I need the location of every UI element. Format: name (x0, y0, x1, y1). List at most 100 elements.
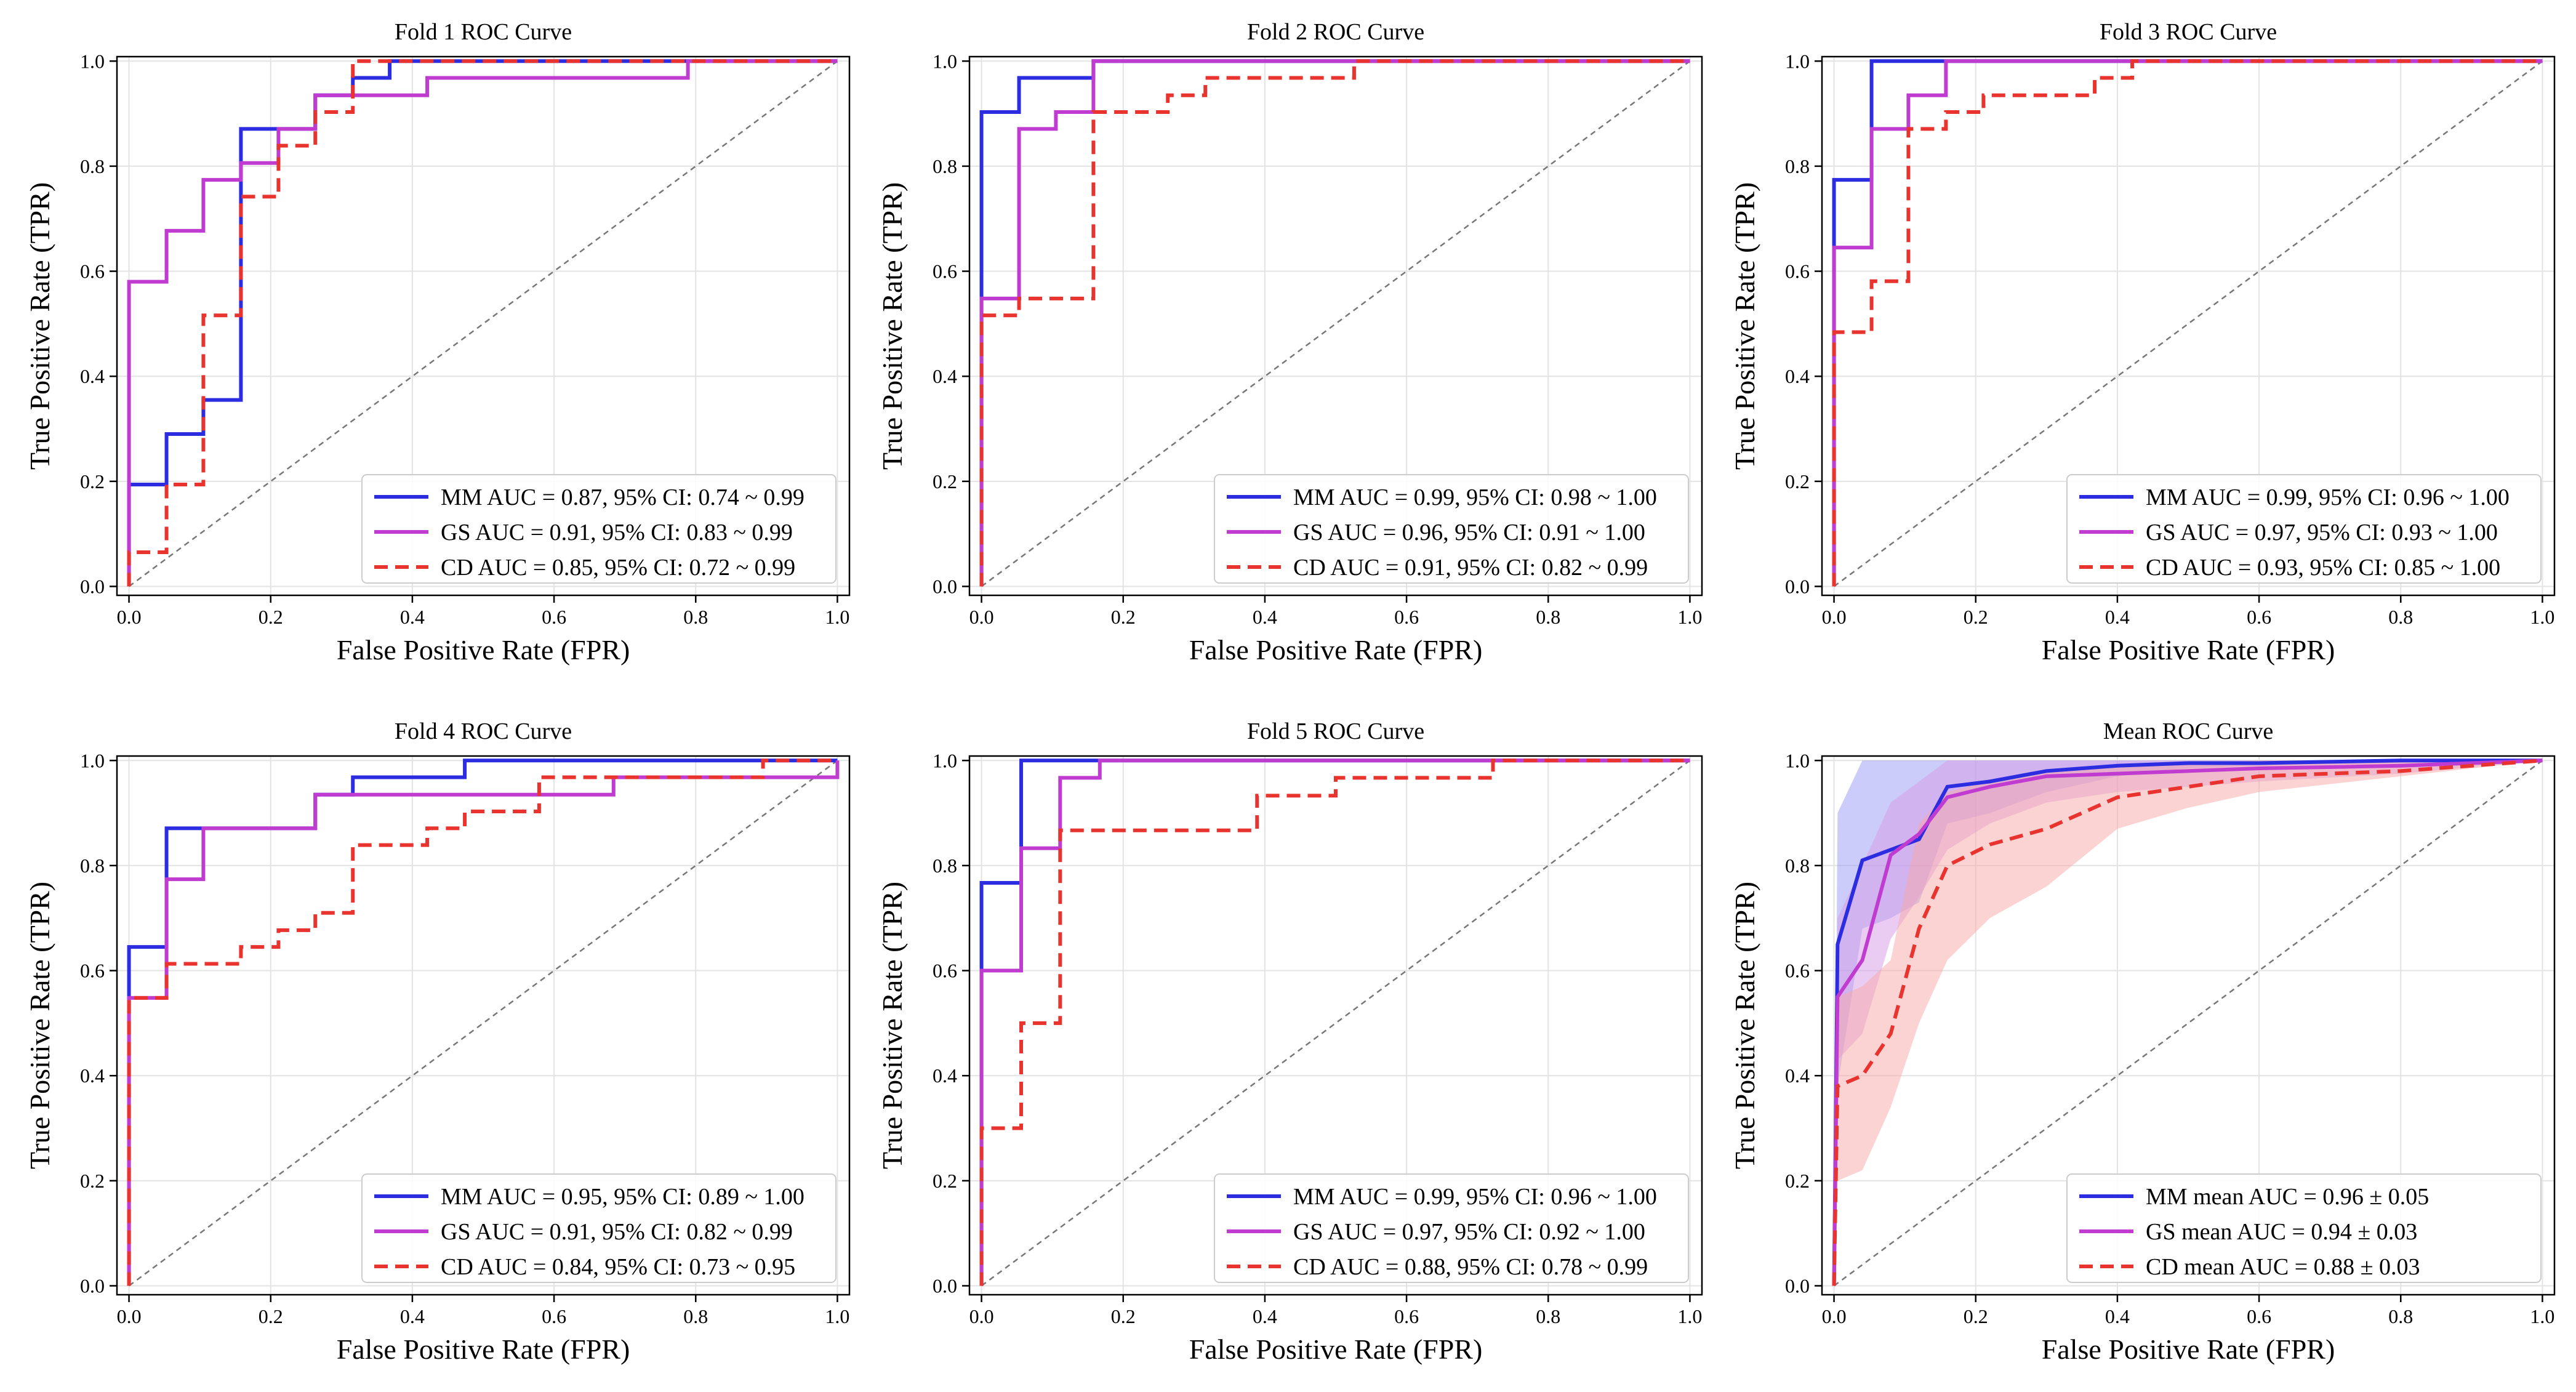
y-tick-label: 0.6 (1785, 260, 1810, 283)
x-tick-label: 0.4 (1253, 1305, 1277, 1327)
x-tick-label: 0.8 (2388, 606, 2413, 628)
legend: MM AUC = 0.99, 95% CI: 0.98 ~ 1.00 GS AUC… (1214, 474, 1689, 584)
y-axis-label: True Positive Rate (TPR) (24, 182, 55, 470)
roc-panel-6: 0.0 0.2 0.4 0.6 0.8 1.0 0.0 0.2 0.4 0.6 0.8 1.0 Mean… (1729, 718, 2556, 1365)
legend-label: MM AUC = 0.99, 95% CI: 0.96 ~ 1.00 (1293, 1184, 1657, 1210)
roc-line-cd (127, 758, 838, 1286)
x-tick-label: 0.6 (1394, 606, 1419, 628)
x-tick-label: 0.0 (1822, 1305, 1847, 1327)
roc-panel-4: 0.0 0.2 0.4 0.6 0.8 1.0 0.0 0.2 0.4 0.6 0.8 1.0 Fold… (24, 718, 851, 1365)
ci-band-1 (1834, 760, 2543, 1286)
panel-title: Fold 1 ROC Curve (395, 19, 572, 45)
x-tick-label: 0.0 (969, 1305, 994, 1327)
y-tick-label: 0.6 (1785, 960, 1810, 982)
x-tick-label: 0.0 (969, 606, 994, 628)
plot-frame (116, 755, 851, 1296)
legend-label: CD AUC = 0.88, 95% CI: 0.78 ~ 0.99 (1293, 1254, 1648, 1280)
y-tick-label: 0.2 (1785, 1170, 1810, 1192)
y-tick-label: 0.8 (80, 155, 105, 177)
y-tick-label: 0.0 (80, 575, 105, 597)
ci-band-2 (1834, 760, 2543, 1286)
legend: MM AUC = 0.99, 95% CI: 0.96 ~ 1.00 GS AUC… (2066, 474, 2542, 584)
legend-label: CD AUC = 0.93, 95% CI: 0.85 ~ 1.00 (2146, 555, 2500, 581)
x-tick-label: 0.2 (1964, 606, 1988, 628)
legend-label: CD AUC = 0.85, 95% CI: 0.72 ~ 0.99 (441, 555, 795, 581)
x-tick-label: 0.8 (1536, 1305, 1560, 1327)
legend-label: MM AUC = 0.87, 95% CI: 0.74 ~ 0.99 (441, 485, 804, 510)
x-tick-label: 0.6 (1394, 1305, 1419, 1327)
y-axis-label: True Positive Rate (TPR) (1729, 882, 1760, 1169)
y-axis-label: True Positive Rate (TPR) (877, 182, 908, 470)
roc-line-mm (1832, 758, 2543, 1286)
y-tick-label: 0.6 (80, 260, 105, 283)
roc-line-mm (127, 59, 838, 587)
roc-panel-1: 0.0 0.2 0.4 0.6 0.8 1.0 0.0 0.2 0.4 0.6 0.8 1.0 Fold… (24, 19, 851, 666)
legend-box (361, 474, 837, 584)
x-tick-label: 0.8 (1536, 606, 1560, 628)
roc-line-cd (979, 59, 1690, 587)
x-tick-label: 0.6 (2247, 606, 2271, 628)
legend-label: MM AUC = 0.95, 95% CI: 0.89 ~ 1.00 (441, 1184, 804, 1210)
roc-line-cd (1832, 59, 2543, 587)
x-tick-label: 0.4 (400, 1305, 425, 1327)
y-tick-label: 0.4 (80, 1064, 105, 1087)
legend-label: GS AUC = 0.96, 95% CI: 0.91 ~ 1.00 (1293, 520, 1645, 545)
x-axis-label: False Positive Rate (FPR) (2042, 634, 2335, 666)
panel-title: Mean ROC Curve (2103, 718, 2274, 744)
plot-frame (1821, 55, 2556, 597)
legend-box (361, 1173, 837, 1283)
y-tick-label: 0.8 (1785, 155, 1810, 177)
y-tick-label: 0.4 (933, 1064, 957, 1087)
x-tick-label: 0.4 (2105, 606, 2130, 628)
y-tick-label: 0.4 (80, 365, 105, 387)
x-axis-label: False Positive Rate (FPR) (1189, 1334, 1483, 1365)
y-tick-label: 0.2 (80, 1170, 105, 1192)
x-axis-label: False Positive Rate (FPR) (2042, 1334, 2335, 1365)
roc-panel-5: 0.0 0.2 0.4 0.6 0.8 1.0 0.0 0.2 0.4 0.6 0.8 1.0 Fold… (877, 718, 1703, 1365)
y-tick-label: 1.0 (80, 50, 105, 72)
y-tick-label: 1.0 (933, 50, 957, 72)
x-tick-label: 0.2 (259, 606, 283, 628)
x-tick-label: 1.0 (2530, 606, 2554, 628)
y-axis-label: True Positive Rate (TPR) (877, 882, 908, 1169)
y-tick-label: 1.0 (80, 749, 105, 771)
y-tick-label: 0.6 (933, 260, 957, 283)
legend-label: MM AUC = 0.99, 95% CI: 0.96 ~ 1.00 (2146, 485, 2510, 510)
roc-line-gs (979, 59, 1690, 587)
x-axis-label: False Positive Rate (FPR) (337, 1334, 630, 1365)
x-tick-label: 1.0 (825, 1305, 849, 1327)
x-tick-label: 0.8 (683, 606, 708, 628)
panel-title: Fold 5 ROC Curve (1247, 718, 1424, 744)
y-tick-label: 0.0 (80, 1274, 105, 1297)
y-tick-label: 0.4 (1785, 1064, 1810, 1087)
legend-box (2066, 474, 2542, 584)
y-tick-label: 1.0 (933, 749, 957, 771)
x-tick-label: 1.0 (825, 606, 849, 628)
legend-box (1214, 1173, 1689, 1283)
x-tick-label: 0.2 (1111, 1305, 1136, 1327)
roc-line-gs (1832, 758, 2543, 1286)
x-tick-label: 0.2 (1111, 606, 1136, 628)
panel-title: Fold 3 ROC Curve (2100, 19, 2277, 45)
legend-label: GS AUC = 0.97, 95% CI: 0.93 ~ 1.00 (2146, 520, 2498, 545)
y-axis-label: True Positive Rate (TPR) (1729, 182, 1760, 470)
y-tick-label: 0.4 (933, 365, 957, 387)
x-tick-label: 1.0 (1677, 606, 1702, 628)
panel-title: Fold 2 ROC Curve (1247, 19, 1424, 45)
roc-panel-2: 0.0 0.2 0.4 0.6 0.8 1.0 0.0 0.2 0.4 0.6 0.8 1.0 Fold… (877, 19, 1703, 666)
x-tick-label: 0.8 (683, 1305, 708, 1327)
y-tick-label: 0.4 (1785, 365, 1810, 387)
y-tick-label: 0.2 (933, 1170, 957, 1192)
roc-panel-3: 0.0 0.2 0.4 0.6 0.8 1.0 0.0 0.2 0.4 0.6 0.8 1.0 Fold… (1729, 19, 2556, 666)
y-tick-label: 0.8 (933, 155, 957, 177)
roc-line-cd (1832, 758, 2543, 1286)
y-axis-label: True Positive Rate (TPR) (24, 882, 55, 1169)
x-tick-label: 0.6 (2247, 1305, 2271, 1327)
roc-line-cd (127, 59, 838, 587)
legend-label: GS AUC = 0.91, 95% CI: 0.83 ~ 0.99 (441, 520, 793, 545)
roc-line-cd (979, 758, 1690, 1286)
y-tick-label: 0.2 (80, 470, 105, 493)
x-tick-label: 0.4 (2105, 1305, 2130, 1327)
